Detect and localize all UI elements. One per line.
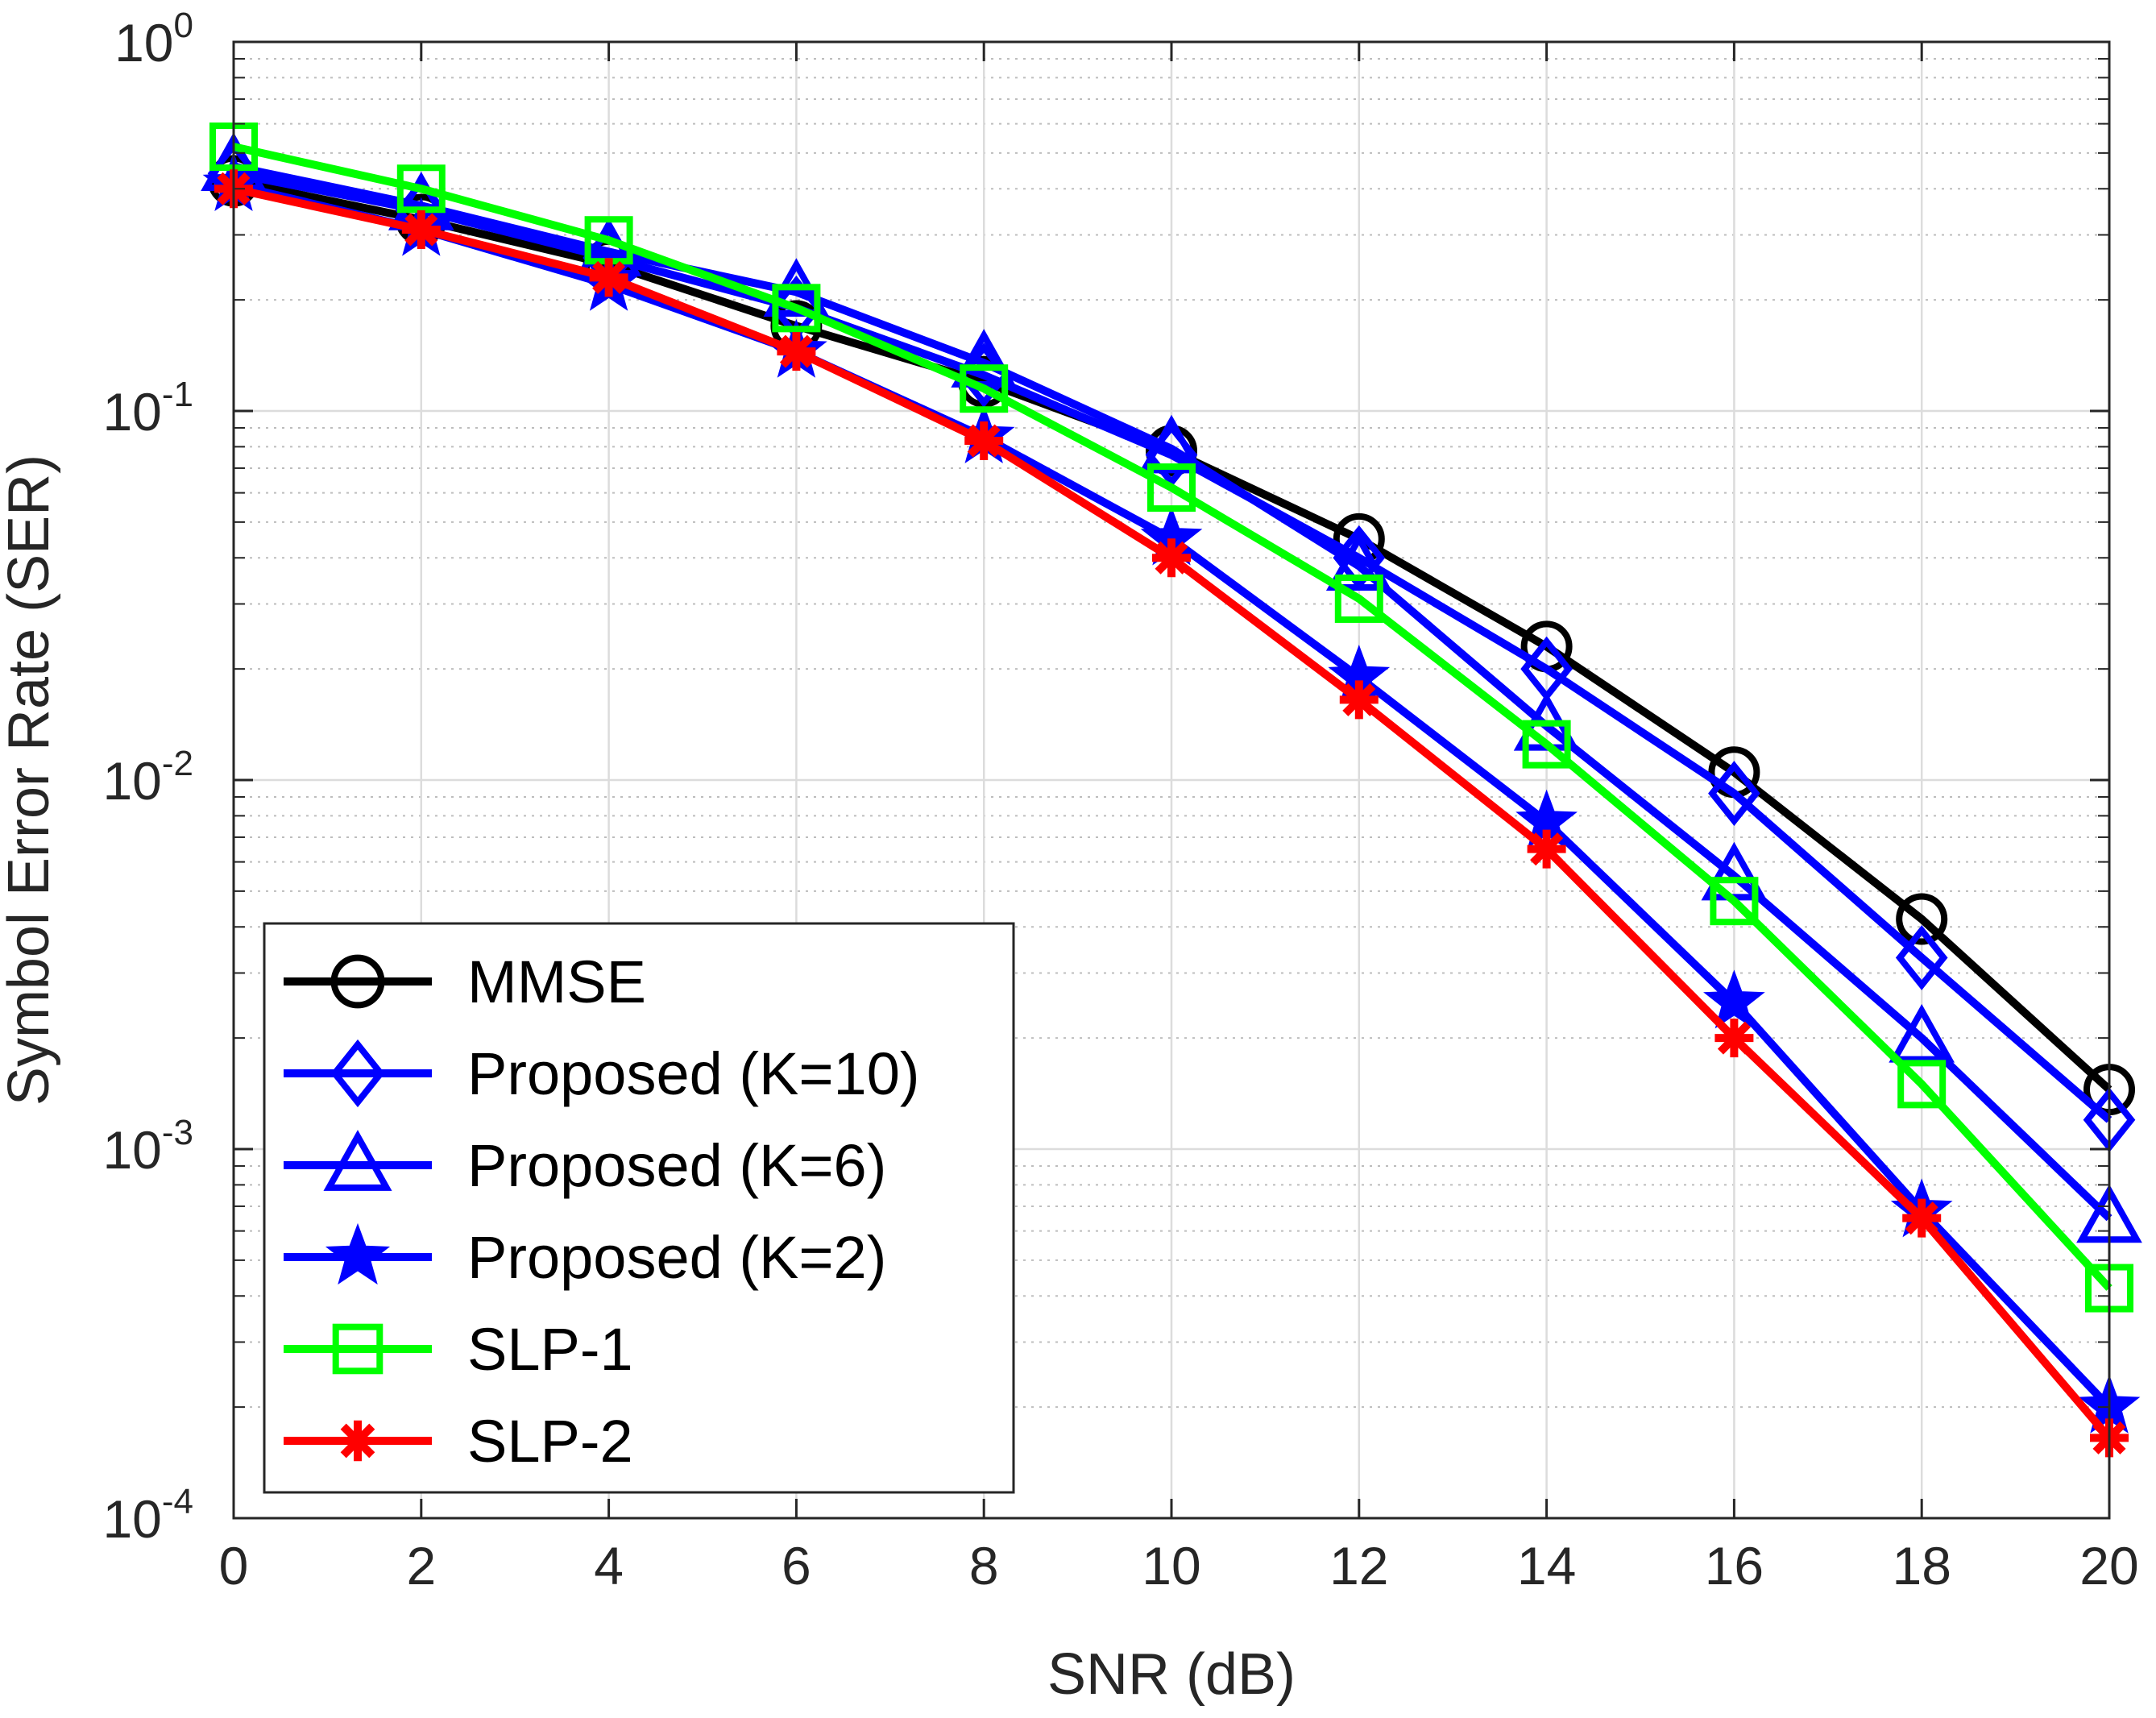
x-tick-label: 10 [1142,1536,1200,1596]
data-point-square [1522,720,1571,769]
x-tick-label: 8 [969,1536,999,1596]
data-point-asterisk [777,332,816,371]
data-point-diamond [1708,761,1760,826]
data-point-asterisk [589,258,628,297]
data-point-square [1897,1060,1947,1109]
x-tick-label: 20 [2079,1536,2138,1596]
tick-labels: 0 2 4 6 8 10 12 14 16 18 20 100 10-1 10-2 10-3 10-4 [102,6,2138,1596]
data-point-triangle [1325,532,1392,591]
data-point-asterisk [1339,680,1379,720]
series-slp-2 [214,169,2129,1458]
data-point-diamond [1895,925,1948,990]
ticks [232,40,2111,1520]
legend-entry: MMSE [284,948,646,1015]
x-tick-label: 6 [782,1536,811,1596]
legend-label: Proposed (K=6) [467,1132,886,1199]
data-point-asterisk [1714,1019,1754,1058]
x-tick-label: 0 [219,1536,249,1596]
data-point-asterisk [964,421,1004,461]
data-point-triangle [1138,414,1204,474]
data-point-asterisk [1902,1198,1942,1238]
data-point-diamond [330,1039,385,1108]
data-point-triangle [1889,1003,1955,1063]
data-point-circle [1896,893,1948,945]
data-point-asterisk [1152,538,1191,578]
y-tick-label: 10-1 [102,375,193,442]
legend-entry: Proposed (K=10) [284,1039,920,1108]
legend-entry: SLP-2 [284,1408,633,1475]
legend-label: Proposed (K=2) [467,1224,886,1291]
data-point-star [1703,969,1765,1029]
data-point-asterisk [401,210,441,249]
legend-label: Proposed (K=10) [467,1040,920,1107]
x-tick-label: 16 [1705,1536,1764,1596]
legend: MMSE Proposed (K=10) Proposed (K=6) Propose… [263,922,1015,1494]
series-line [233,169,2112,1123]
y-tick-label: 10-4 [102,1482,193,1549]
data-point-square [1147,463,1196,512]
legend-label: MMSE [467,948,646,1015]
legend-entry: SLP-1 [284,1316,633,1383]
data-point-square [396,164,446,214]
data-point-square [332,1323,384,1375]
x-tick-label: 12 [1329,1536,1388,1596]
y-axis-label: Symbol Error Rate (SER) [0,454,61,1106]
data-point-square [772,284,821,333]
series-line [232,162,2112,1222]
data-point-square [960,364,1009,413]
data-point-star [325,1222,391,1285]
data-point-triangle [323,1130,392,1191]
series-proposed-k-6 [201,132,2142,1243]
series-group [201,122,2142,1458]
data-point-square [1334,574,1383,623]
legend-entry: Proposed (K=6) [284,1130,886,1199]
data-point-asterisk [337,1420,379,1462]
legend-box [263,922,1015,1494]
legend-label: SLP-2 [467,1408,633,1475]
x-tick-label: 18 [1892,1536,1951,1596]
legend-entry: Proposed (K=2) [284,1222,886,1291]
data-point-square [1710,877,1759,926]
data-point-asterisk [1527,829,1566,869]
x-tick-label: 4 [594,1536,624,1596]
legend-label: SLP-1 [467,1316,633,1383]
y-tick-label: 100 [114,6,193,73]
x-tick-label: 2 [406,1536,436,1596]
x-axis-label: SNR (dB) [1047,1642,1296,1707]
grid [232,40,2111,1520]
y-tick-label: 10-2 [102,744,193,811]
series-line [232,143,2112,1291]
y-tick-label: 10-3 [102,1113,193,1180]
x-tick-label: 14 [1517,1536,1576,1596]
data-point-circle [330,954,385,1009]
